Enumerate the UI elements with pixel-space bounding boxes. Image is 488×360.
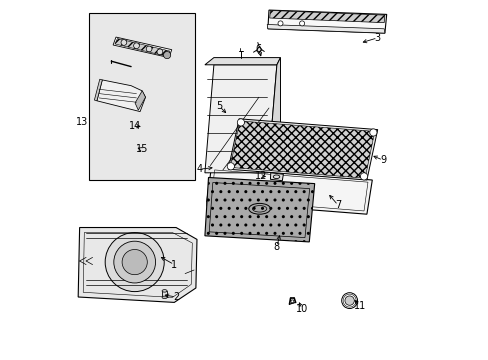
Text: 3: 3 [374,33,380,43]
Circle shape [146,46,152,52]
Text: 5: 5 [216,101,222,111]
Polygon shape [267,58,280,173]
Polygon shape [206,199,211,206]
Circle shape [237,119,244,126]
Polygon shape [162,291,167,297]
Polygon shape [115,39,170,57]
Polygon shape [204,58,280,65]
Circle shape [369,129,376,136]
Text: 6: 6 [255,44,262,54]
Circle shape [227,163,234,170]
Polygon shape [78,228,197,302]
Text: 9: 9 [379,155,386,165]
Polygon shape [113,37,171,58]
Text: 7: 7 [334,200,341,210]
Text: 2: 2 [173,292,179,302]
Circle shape [277,21,283,26]
Circle shape [105,233,164,292]
Polygon shape [135,91,145,110]
Circle shape [122,249,147,275]
Circle shape [344,296,354,305]
Circle shape [341,293,357,309]
Circle shape [157,49,163,55]
Polygon shape [267,10,386,33]
Circle shape [114,241,155,283]
Polygon shape [230,121,374,178]
Ellipse shape [162,296,167,299]
Polygon shape [266,24,384,33]
Polygon shape [269,10,384,23]
Circle shape [360,173,367,180]
Circle shape [133,43,139,49]
Ellipse shape [162,289,167,292]
Circle shape [121,40,126,45]
Circle shape [290,300,293,303]
Polygon shape [204,65,276,173]
Polygon shape [204,177,314,242]
Polygon shape [270,173,283,181]
Polygon shape [97,80,145,112]
Text: 11: 11 [353,301,365,311]
Text: 15: 15 [136,144,148,154]
Text: 14: 14 [128,121,141,131]
Text: 8: 8 [273,242,280,252]
Text: 4: 4 [196,164,202,174]
Text: 13: 13 [76,117,88,127]
Circle shape [163,51,170,59]
Polygon shape [256,46,261,53]
Circle shape [299,21,304,26]
Text: 10: 10 [295,304,307,314]
Polygon shape [228,119,377,180]
Polygon shape [94,79,102,101]
Text: 1: 1 [171,260,177,270]
Text: 12: 12 [254,171,266,181]
Bar [89,13,195,180]
Polygon shape [206,167,371,214]
